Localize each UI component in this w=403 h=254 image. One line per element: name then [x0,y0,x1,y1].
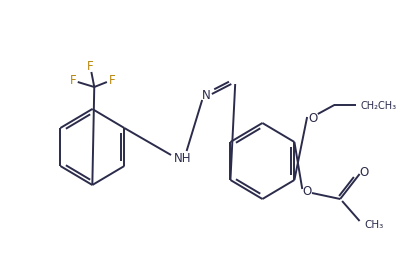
Text: N: N [202,88,210,101]
Text: F: F [70,73,76,86]
Text: NH: NH [174,151,191,164]
Text: O: O [308,111,318,124]
Text: CH₂CH₃: CH₂CH₃ [361,101,397,110]
Text: F: F [87,59,94,72]
Text: O: O [303,185,312,198]
Text: F: F [108,73,115,86]
Text: CH₃: CH₃ [364,219,384,229]
Text: O: O [360,166,369,179]
